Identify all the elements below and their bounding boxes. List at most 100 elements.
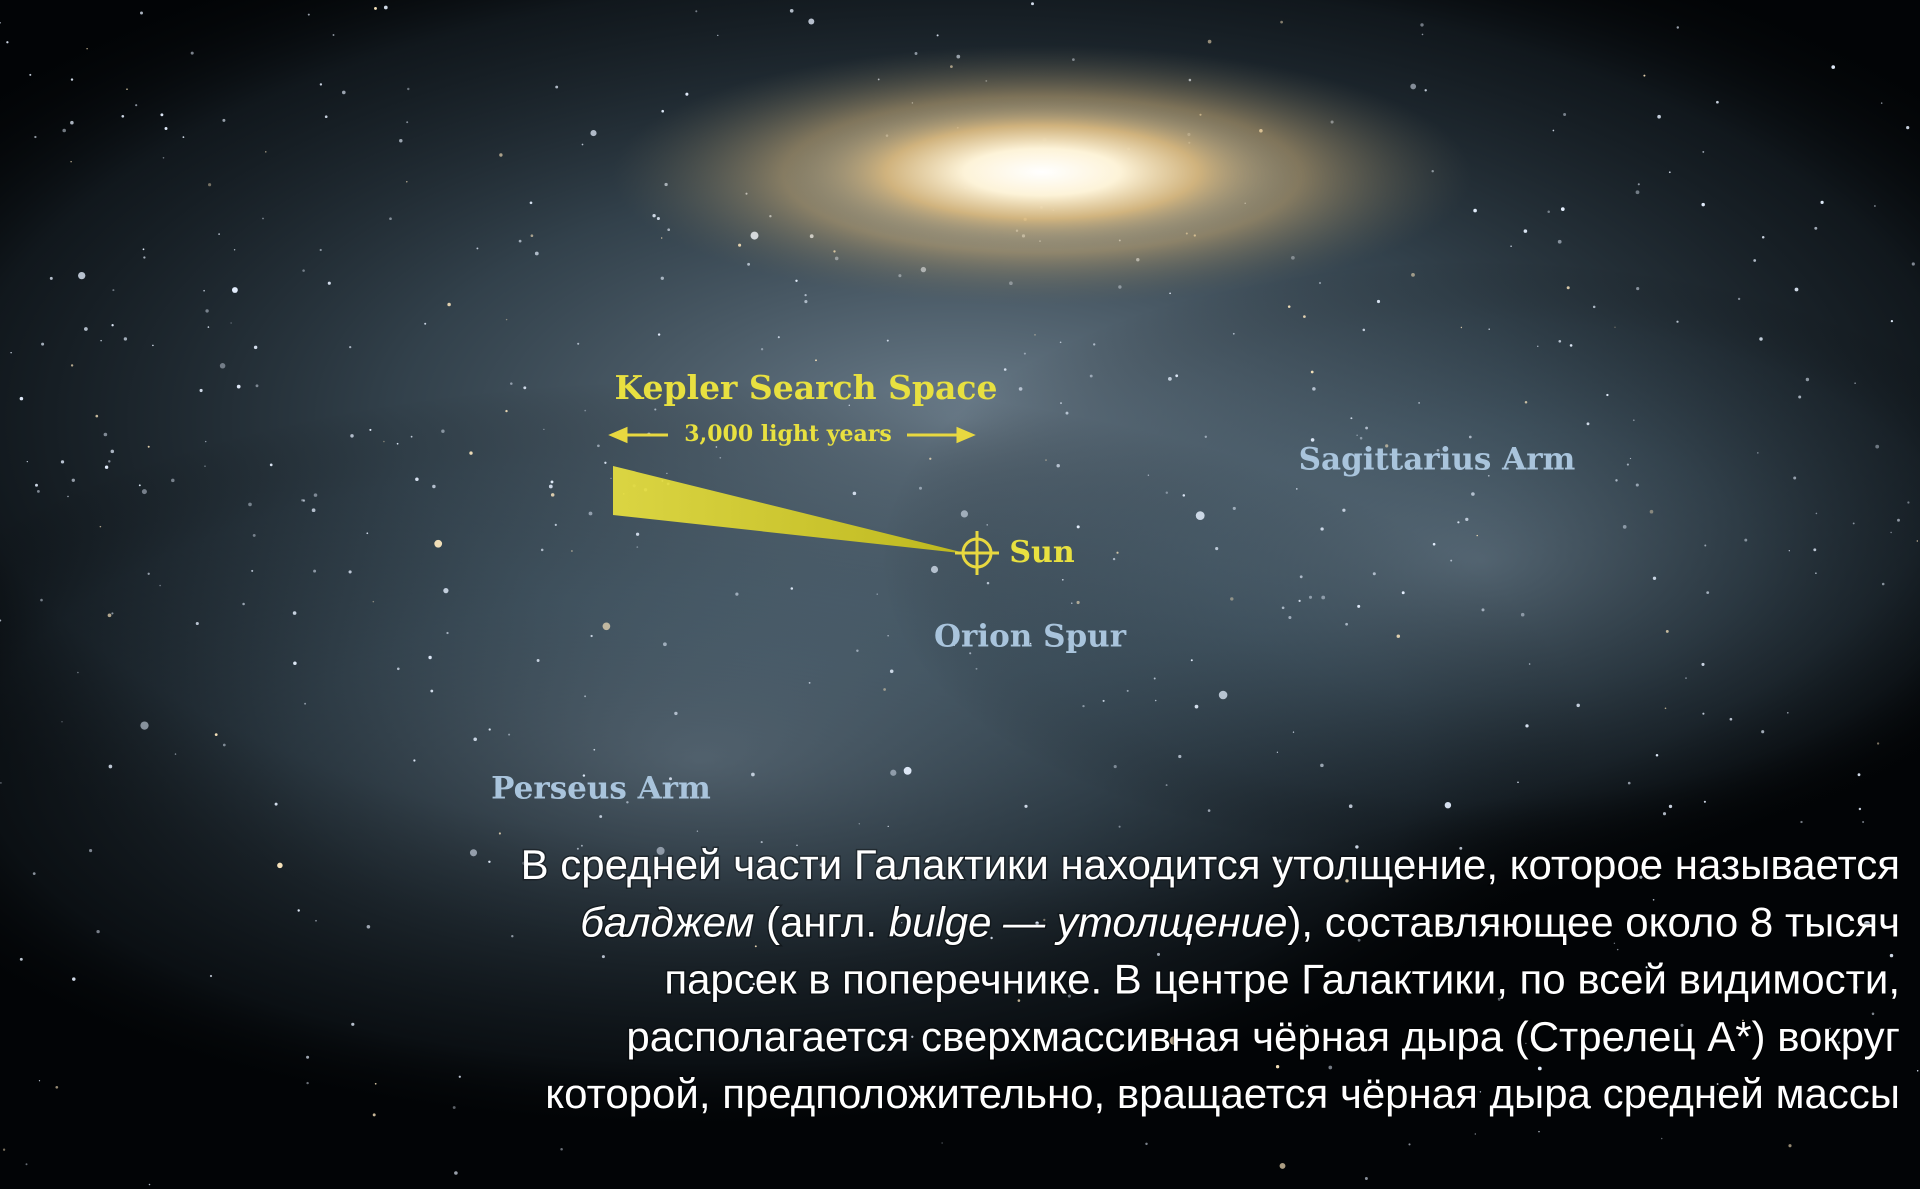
star	[100, 526, 102, 528]
caption-text: балджем	[580, 898, 754, 945]
star	[584, 410, 586, 412]
star	[1759, 337, 1762, 340]
star	[717, 35, 718, 36]
star	[1587, 422, 1590, 425]
star	[293, 611, 297, 615]
star	[148, 446, 150, 448]
star	[446, 632, 448, 634]
caption: В средней части Галактики находится утол…	[521, 841, 1900, 1117]
star	[859, 823, 860, 824]
star	[1669, 805, 1672, 808]
star	[428, 656, 431, 659]
star	[160, 113, 163, 116]
star	[369, 429, 371, 431]
star	[215, 733, 218, 736]
star	[406, 181, 407, 182]
star	[1510, 245, 1511, 246]
star	[804, 294, 806, 296]
star	[453, 1106, 456, 1109]
star	[1103, 700, 1105, 702]
star	[1788, 1144, 1791, 1147]
star	[1525, 401, 1528, 404]
star	[1628, 782, 1631, 785]
star	[108, 613, 112, 617]
star	[152, 345, 154, 347]
star	[1357, 605, 1360, 608]
star	[1800, 821, 1802, 823]
star	[1113, 558, 1115, 560]
star	[510, 382, 513, 385]
star	[1004, 368, 1007, 371]
star	[505, 410, 507, 412]
star	[293, 662, 297, 666]
star	[1469, 436, 1472, 439]
star	[1066, 412, 1069, 415]
star	[1320, 764, 1324, 768]
star	[778, 336, 780, 338]
star	[1166, 491, 1168, 493]
star	[265, 151, 266, 152]
star	[165, 127, 168, 130]
caption-text: bulge — утолщение	[889, 898, 1288, 945]
star	[1685, 677, 1686, 678]
star	[877, 593, 878, 594]
star	[163, 157, 165, 159]
star	[636, 546, 638, 548]
star	[328, 282, 331, 285]
star	[1627, 464, 1629, 466]
star	[1311, 371, 1314, 374]
star	[1521, 613, 1525, 617]
star	[1547, 211, 1550, 214]
star	[1349, 804, 1353, 808]
star	[200, 389, 203, 392]
star	[887, 635, 888, 636]
star	[919, 487, 922, 490]
star	[6, 41, 8, 43]
perseus-label: Perseus Arm	[491, 771, 711, 807]
star	[1633, 419, 1635, 421]
caption-line: которой, предположительно, вращается чёр…	[545, 1070, 1900, 1117]
star	[26, 1163, 28, 1165]
star	[142, 489, 147, 494]
star	[222, 119, 225, 122]
star	[204, 466, 205, 467]
star	[72, 479, 75, 482]
star	[674, 712, 677, 715]
star	[1917, 540, 1918, 541]
star	[735, 593, 738, 596]
star	[253, 534, 256, 537]
star	[1716, 101, 1719, 104]
star	[1798, 396, 1801, 399]
star	[541, 549, 544, 552]
star	[1208, 40, 1212, 44]
star	[1031, 2, 1034, 5]
star	[111, 612, 113, 614]
star	[1525, 724, 1528, 727]
star	[349, 570, 352, 573]
star	[1663, 812, 1666, 815]
star	[126, 88, 127, 89]
orion-label: Orion Spur	[934, 619, 1127, 655]
star	[1606, 394, 1608, 396]
star	[1702, 713, 1704, 715]
star	[1881, 102, 1882, 103]
star	[1321, 596, 1325, 600]
star	[196, 622, 199, 625]
star	[584, 695, 586, 697]
star	[1191, 659, 1193, 661]
caption-text: парсек в поперечнике. В центре Галактики…	[664, 956, 1900, 1003]
star	[1593, 306, 1596, 309]
star	[1636, 287, 1639, 290]
star	[399, 139, 402, 142]
star	[1813, 548, 1816, 551]
star	[1320, 527, 1323, 530]
star	[1815, 572, 1817, 574]
star	[1119, 826, 1121, 828]
star	[523, 386, 526, 389]
star	[470, 849, 477, 856]
star	[473, 738, 477, 742]
star	[208, 183, 211, 186]
star	[320, 83, 322, 85]
caption-text: которой, предположительно, вращается чёр…	[545, 1070, 1900, 1117]
star	[37, 490, 40, 493]
